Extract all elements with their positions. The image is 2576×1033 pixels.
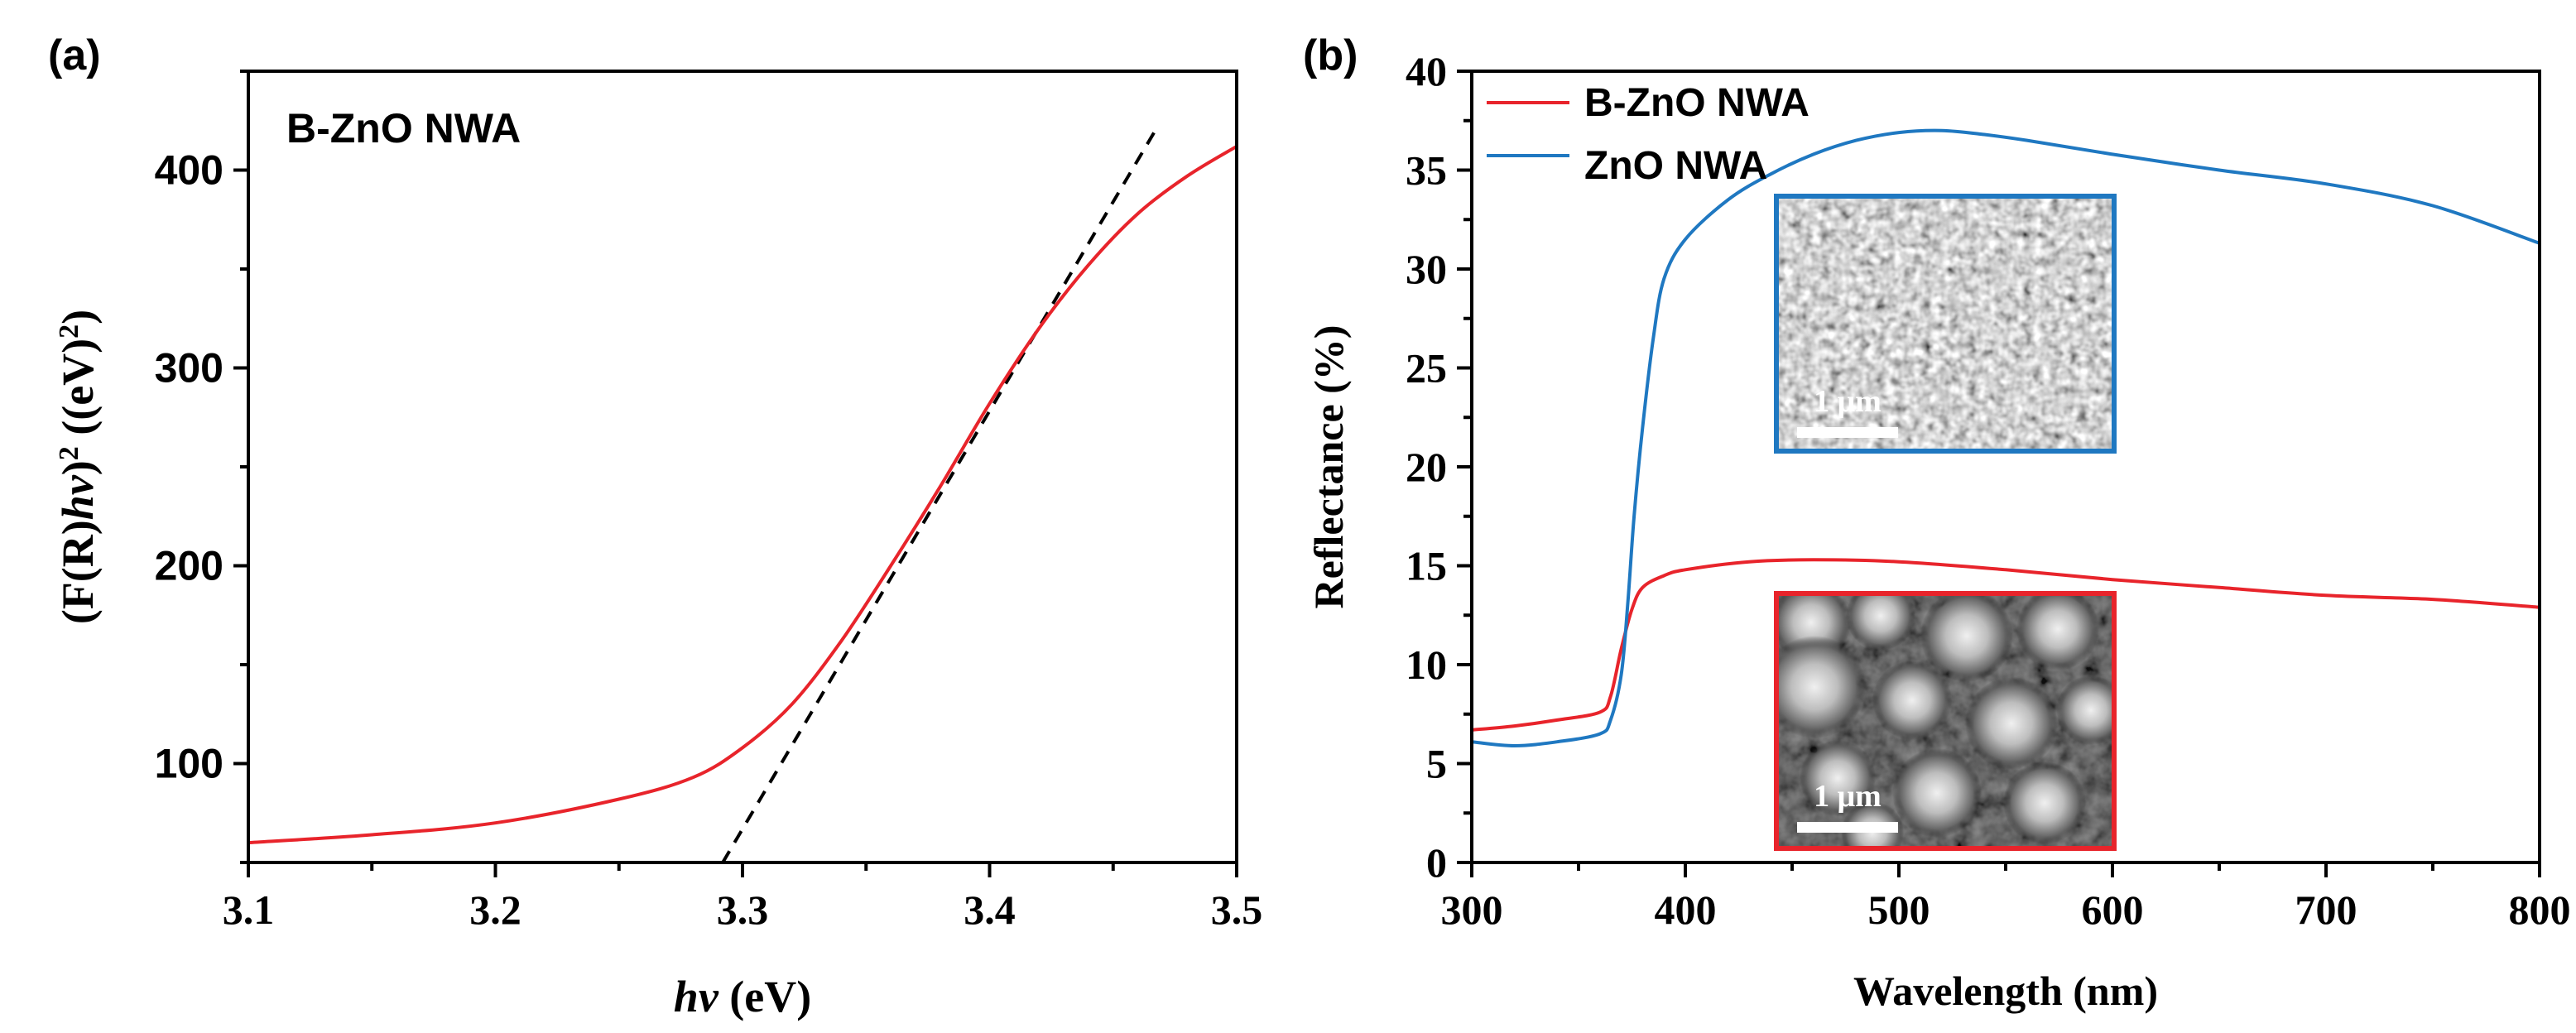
- panel-a-x-axis-label: hv (eV): [674, 972, 811, 1021]
- panel-a-y-label-p4: ): [53, 310, 103, 324]
- panel-a-fit-line: [721, 125, 1160, 862]
- inset-sem-b-zno-urchins: [1776, 593, 2114, 848]
- panel-a-x-label-italic: hv: [674, 972, 719, 1021]
- x-tick-label: 3.5: [1211, 886, 1263, 933]
- inset-sem-zno-scale-bar: [1797, 427, 1898, 438]
- inset-sem-zno-texture: [1776, 196, 2114, 451]
- legend-label-zno: ZnO NWA: [1584, 144, 1767, 188]
- panel-a-frame: [247, 70, 1238, 864]
- y-tick-label: 25: [1406, 345, 1447, 392]
- y-tick-label: 5: [1426, 741, 1447, 787]
- x-tick-label: 3.3: [717, 886, 769, 933]
- panel-b-label: (b): [1303, 31, 1358, 79]
- panel-a-y-label-p1: (F(R): [53, 520, 103, 624]
- x-tick-label: 400: [1655, 886, 1717, 933]
- y-tick-label: 40: [1406, 48, 1447, 94]
- inset-sem-b-zno-scale-label: 1 μm: [1814, 779, 1882, 814]
- y-tick-label: 100: [155, 741, 223, 787]
- x-tick-label: 3.1: [223, 886, 275, 933]
- urchin-2: [1846, 593, 1915, 651]
- urchin-5: [1776, 636, 1866, 738]
- panel-a-annotation: B-ZnO NWA: [286, 105, 521, 151]
- x-tick-label: 600: [2082, 886, 2144, 933]
- x-tick-label: 3.2: [469, 886, 521, 933]
- panel-a-y-label-sup2: 2: [54, 324, 84, 339]
- inset-sem-b-zno: 1 μm: [1774, 591, 2117, 851]
- y-tick-label: 300: [155, 345, 223, 392]
- panel-b-y-axis-label: Reflectance (%): [1305, 325, 1352, 609]
- panel-a-ticks: [233, 70, 1238, 877]
- panel-b-series-b-zno: [1472, 558, 2540, 732]
- panel-b-ticks: [1457, 70, 2541, 877]
- urchin-4: [2016, 593, 2099, 670]
- y-tick-label: 10: [1406, 641, 1447, 688]
- x-tick-label: 700: [2295, 886, 2357, 933]
- panel-a-y-axis-label: (F(R)hv)2 ((eV)2): [53, 310, 103, 624]
- x-tick-label: 300: [1441, 886, 1503, 933]
- urchin-9: [1800, 740, 1876, 816]
- panel-b-x-axis-label: Wavelength (nm): [1853, 968, 2158, 1014]
- panel-a-y-label-p2: ): [53, 460, 103, 475]
- urchin-11: [2003, 762, 2086, 844]
- inset-sem-zno-scale-label: 1 μm: [1814, 384, 1882, 419]
- y-tick-label: 15: [1406, 543, 1447, 589]
- panel-a-series-b-zno: [248, 145, 1237, 845]
- panel-a: (a) B-ZnO NWA 3.1 3.2 3.3 3.4 3.5 100 200 300 40…: [48, 31, 1262, 1021]
- panel-b-series-zno: [1472, 128, 2540, 748]
- panel-b-tick-labels: 300 400 500 600 700 800 0 5 10 15 20 25 30 35 40: [1406, 48, 2571, 933]
- y-tick-label: 35: [1406, 147, 1447, 194]
- x-tick-label: 3.4: [964, 886, 1016, 933]
- panel-a-x-label-rest: (eV): [718, 972, 811, 1021]
- y-tick-label: 30: [1406, 246, 1447, 292]
- panel-b-legend: B-ZnO NWA ZnO NWA: [1487, 81, 1809, 188]
- x-tick-label: 800: [2509, 886, 2571, 933]
- panel-a-label: (a): [48, 31, 101, 79]
- legend-label-b-zno: B-ZnO NWA: [1584, 81, 1809, 125]
- y-tick-label: 0: [1426, 839, 1447, 886]
- panel-a-tick-labels: 3.1 3.2 3.3 3.4 3.5 100 200 300 400: [155, 147, 1263, 934]
- urchin-6: [1872, 661, 1952, 740]
- panel-a-y-label-sup1: 2: [54, 446, 84, 460]
- y-tick-label: 200: [155, 543, 223, 589]
- inset-sem-b-zno-scale-bar: [1797, 822, 1898, 833]
- panel-b-frame: [1470, 70, 2541, 864]
- urchin-7: [1965, 677, 2058, 770]
- x-tick-label: 500: [1868, 886, 1930, 933]
- urchin-10: [1892, 748, 1982, 838]
- y-tick-label: 400: [155, 147, 223, 194]
- inset-sem-zno-frame: [1774, 194, 2117, 454]
- inset-sem-zno: 1 μm: [1774, 194, 2117, 454]
- panel-b: (b) 300 400 500 600 700 800 0 5 10 15 20 25 30 35 40 1…: [1303, 31, 2571, 1014]
- panel-a-y-label-p3: ((eV): [53, 339, 103, 446]
- urchin-8: [2056, 675, 2114, 745]
- inset-sem-b-zno-frame: [1774, 591, 2117, 851]
- urchin-3: [1920, 593, 2013, 682]
- y-tick-label: 20: [1406, 444, 1447, 490]
- panel-a-y-label-italic: hv: [53, 474, 103, 520]
